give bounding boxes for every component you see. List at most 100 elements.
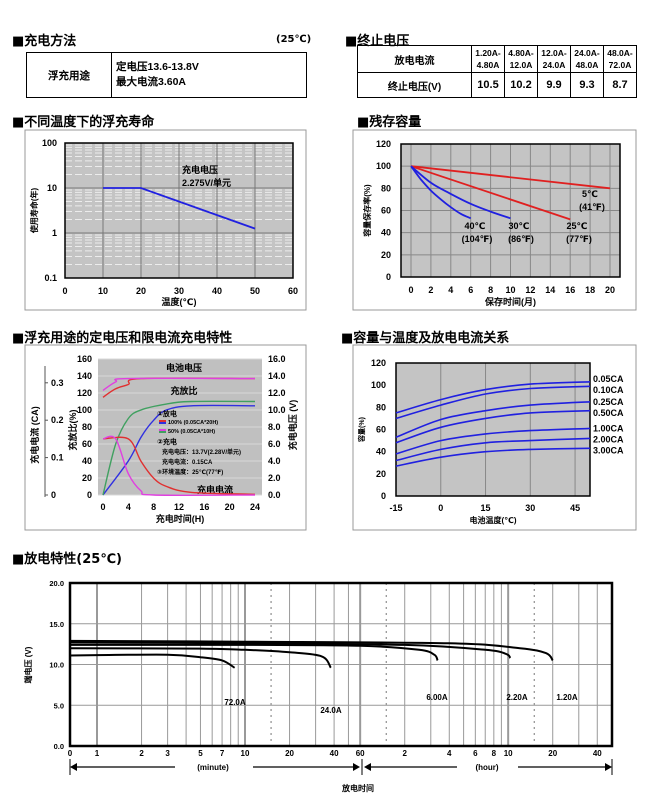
minute-tick-label: 3 xyxy=(165,749,170,758)
x-tick-label: 60 xyxy=(288,286,298,296)
x-tick-label: 0 xyxy=(438,503,443,513)
cutoff-voltage-label: 终止电压(V) xyxy=(357,72,472,98)
y-tick-label: 100 xyxy=(42,138,57,148)
charging-method-title: ■充电方法 xyxy=(12,34,77,49)
y-tick-label: 15.0 xyxy=(49,620,64,629)
series-label-temp-c: 5℃ xyxy=(582,189,598,199)
x-tick-label: 30 xyxy=(174,286,184,296)
capacity-temperature-title: ■容量与温度及放电电流关系 xyxy=(341,331,510,346)
cutoff-value: 10.2 xyxy=(504,72,538,98)
capacity-curve xyxy=(395,385,591,420)
y-tick-label: 0.1 xyxy=(44,273,57,283)
charge-characteristics-title: ■浮充用途的定电压和限电流充电特性 xyxy=(12,331,233,346)
x-axis-label: 温度(℃) xyxy=(162,296,197,307)
series-label: 0.25CA xyxy=(593,397,624,407)
y-tick-label: 60 xyxy=(381,206,391,216)
hour-tick-label: 6 xyxy=(473,749,478,758)
legend-item-label: 100% (0.05CA*20H) xyxy=(168,420,218,426)
x-axis-label: 放电时间 xyxy=(341,783,374,793)
temperature-note: (25℃) xyxy=(276,34,312,45)
series-label: 3.00CA xyxy=(593,445,624,455)
legend-discharge-heading: ①放电 xyxy=(157,409,177,418)
y-tick-label: 20.0 xyxy=(49,579,64,588)
discharge-current-label: 6.00A xyxy=(426,693,448,702)
range-from: 48.0A- xyxy=(607,48,633,58)
ratio-tick-label: 20 xyxy=(82,473,92,483)
x-tick-label: 8 xyxy=(151,502,156,512)
x-tick-label: -15 xyxy=(389,503,402,513)
x-tick-label: 40 xyxy=(212,286,222,296)
y-tick-label: 40 xyxy=(381,228,391,238)
range-to: 4.80A xyxy=(476,60,500,70)
capacity-retention-line xyxy=(410,165,571,221)
x-tick-label: 14 xyxy=(545,285,555,295)
capacity-retention-line xyxy=(410,165,511,220)
x-tick-label: 18 xyxy=(585,285,595,295)
y-tick-label: 5.0 xyxy=(54,701,64,710)
cutoff-value: 9.9 xyxy=(537,72,571,98)
minute-tick-label: 10 xyxy=(241,749,250,758)
current-tick-label: 0.1 xyxy=(51,453,64,463)
float-life-line xyxy=(103,187,256,230)
residual-capacity-title: ■残存容量 xyxy=(357,115,422,130)
discharge-current-label: 1.20A xyxy=(556,693,578,702)
y-tick-label: 20 xyxy=(381,250,391,260)
current-range: 24.0A- 48.0A xyxy=(570,45,604,73)
capacity-temperature-chart-frame xyxy=(352,344,637,531)
y-tick-label: 0 xyxy=(381,491,386,501)
voltage-curve-50% xyxy=(102,377,256,391)
current-tick-label: 0.3 xyxy=(51,378,64,388)
capacity-retention-line xyxy=(410,165,611,190)
x-tick-label: 12 xyxy=(174,502,184,512)
discharge-current-label: 24.0A xyxy=(320,706,342,715)
current-tick-label: 0.2 xyxy=(51,415,64,425)
ratio-tick-label: 0 xyxy=(87,490,92,500)
capacity-retention-line xyxy=(410,165,472,220)
capacity-curve xyxy=(395,401,591,439)
x-tick-label: 12 xyxy=(525,285,535,295)
current-curve-50% xyxy=(102,435,256,497)
discharge-current-label: 72.0A xyxy=(224,698,246,707)
y-tick-label: 10.0 xyxy=(49,661,64,670)
legend-charge-heading: ②充电 xyxy=(157,437,177,446)
voltage-tick-label: 8.0 xyxy=(268,422,281,432)
range-to: 24.0A xyxy=(542,60,566,70)
x-tick-label: 50 xyxy=(250,286,260,296)
x-tick-label: 16 xyxy=(199,502,209,512)
capacity-curve xyxy=(395,437,591,462)
minute-unit-label: (minute) xyxy=(197,763,229,772)
discharge-curve xyxy=(69,643,439,661)
voltage-tick-label: 16.0 xyxy=(268,354,286,364)
cutoff-value: 8.7 xyxy=(603,72,637,98)
range-from: 4.80A- xyxy=(508,48,534,58)
range-from: 24.0A- xyxy=(574,48,600,58)
range-to: 48.0A xyxy=(575,60,599,70)
capacity-curve xyxy=(395,409,591,444)
y-axis-label: 容量(%) xyxy=(357,417,366,443)
cutoff-value: 10.5 xyxy=(471,72,505,98)
cutoff-voltage-table: 放电电流 1.20A- 4.80A 4.80A- 12.0A 12.0A- 24.0A… xyxy=(357,45,637,98)
minute-tick-label: 0 xyxy=(68,749,73,758)
float-use-label: 浮充用途 xyxy=(26,52,112,98)
series-label-temp-f: (86℉) xyxy=(508,234,534,244)
x-tick-label: 6 xyxy=(468,285,473,295)
discharge-characteristics-title: ■放电特性(25℃) xyxy=(12,552,122,567)
hour-tick-label: 10 xyxy=(504,749,513,758)
hour-tick-label: 2 xyxy=(402,749,407,758)
arrow-right-icon xyxy=(353,763,360,771)
charge-characteristics-chart-frame xyxy=(24,344,307,531)
y-tick-label: 0.0 xyxy=(54,742,64,751)
y-tick-label: 0 xyxy=(386,272,391,282)
plot-border xyxy=(68,581,614,748)
current-curve-100% xyxy=(102,436,256,495)
charge-current-label: 充电电流 xyxy=(197,484,233,495)
charge-ratio-label: 充放比 xyxy=(170,385,197,396)
ratio-tick-label: 120 xyxy=(77,388,92,398)
arrow-right-icon xyxy=(605,763,612,771)
x-tick-label: 20 xyxy=(225,502,235,512)
capacity-curve xyxy=(395,427,591,455)
x-tick-label: 10 xyxy=(98,286,108,296)
discharge-curve xyxy=(69,641,512,659)
ratio-curve-50% xyxy=(102,400,256,496)
